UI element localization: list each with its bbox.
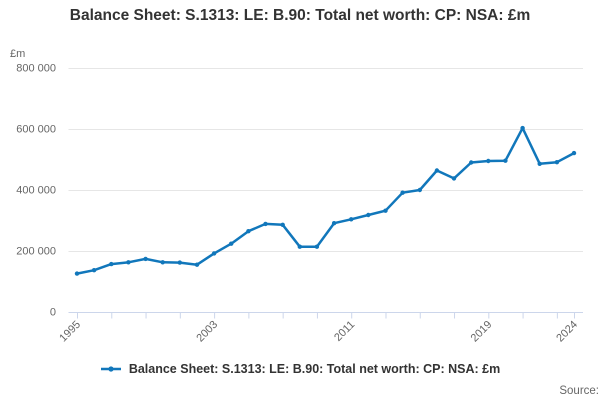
legend-item[interactable]: Balance Sheet: S.1313: LE: B.90: Total n… <box>0 359 600 379</box>
x-tick-label: 1995 <box>57 319 83 345</box>
legend-label: Balance Sheet: S.1313: LE: B.90: Total n… <box>128 362 501 376</box>
data-point-marker <box>571 150 577 156</box>
y-tick-label: 600 000 <box>16 124 56 136</box>
data-point-marker <box>366 212 371 218</box>
y-tick-label: 800 000 <box>16 63 56 75</box>
data-point-marker <box>91 268 97 273</box>
data-point-marker <box>349 217 354 222</box>
data-point-marker <box>297 244 302 249</box>
data-point-marker <box>451 176 457 181</box>
chart-title: Balance Sheet: S.1313: LE: B.90: Total n… <box>69 7 531 24</box>
data-point-marker <box>503 158 508 163</box>
data-point-marker <box>211 251 217 256</box>
legend-line-marker-icon <box>100 366 121 372</box>
data-point-marker <box>263 221 268 227</box>
source-label: Source: <box>559 385 599 397</box>
x-tick-label: 2003 <box>194 319 220 345</box>
data-point-marker <box>314 244 320 249</box>
data-point-marker <box>194 262 200 267</box>
data-point-marker <box>383 208 388 213</box>
data-point-marker <box>280 222 285 227</box>
x-tick-label: 2011 <box>332 319 357 344</box>
data-point-marker <box>417 187 422 193</box>
data-point-marker <box>160 260 165 265</box>
data-point-marker <box>126 260 131 265</box>
data-point-marker <box>246 229 251 234</box>
y-axis-unit-label: £m <box>10 48 25 60</box>
data-point-marker <box>400 190 405 195</box>
line-chart-plot-area: £m 0 200 000 400 000 600 000 800 000 1995 2003 2… <box>10 48 583 345</box>
data-point-marker <box>486 158 491 164</box>
data-point-marker <box>469 160 474 165</box>
data-point-marker <box>109 261 114 267</box>
data-point-marker <box>520 125 525 131</box>
data-point-marker <box>143 256 148 262</box>
data-point-marker <box>554 160 560 165</box>
data-point-marker <box>177 260 182 265</box>
x-tick-label: 2019 <box>469 319 495 345</box>
data-point-marker <box>229 241 234 246</box>
y-tick-label: 400 000 <box>16 185 56 197</box>
data-point-marker <box>331 221 337 226</box>
data-point-marker <box>434 168 440 173</box>
data-point-marker <box>74 271 80 276</box>
series-line <box>75 126 576 275</box>
data-point-marker <box>537 161 542 166</box>
y-tick-label: 0 <box>50 307 56 319</box>
y-tick-label: 200 000 <box>16 246 56 258</box>
x-tick-label: 2024 <box>554 319 580 345</box>
